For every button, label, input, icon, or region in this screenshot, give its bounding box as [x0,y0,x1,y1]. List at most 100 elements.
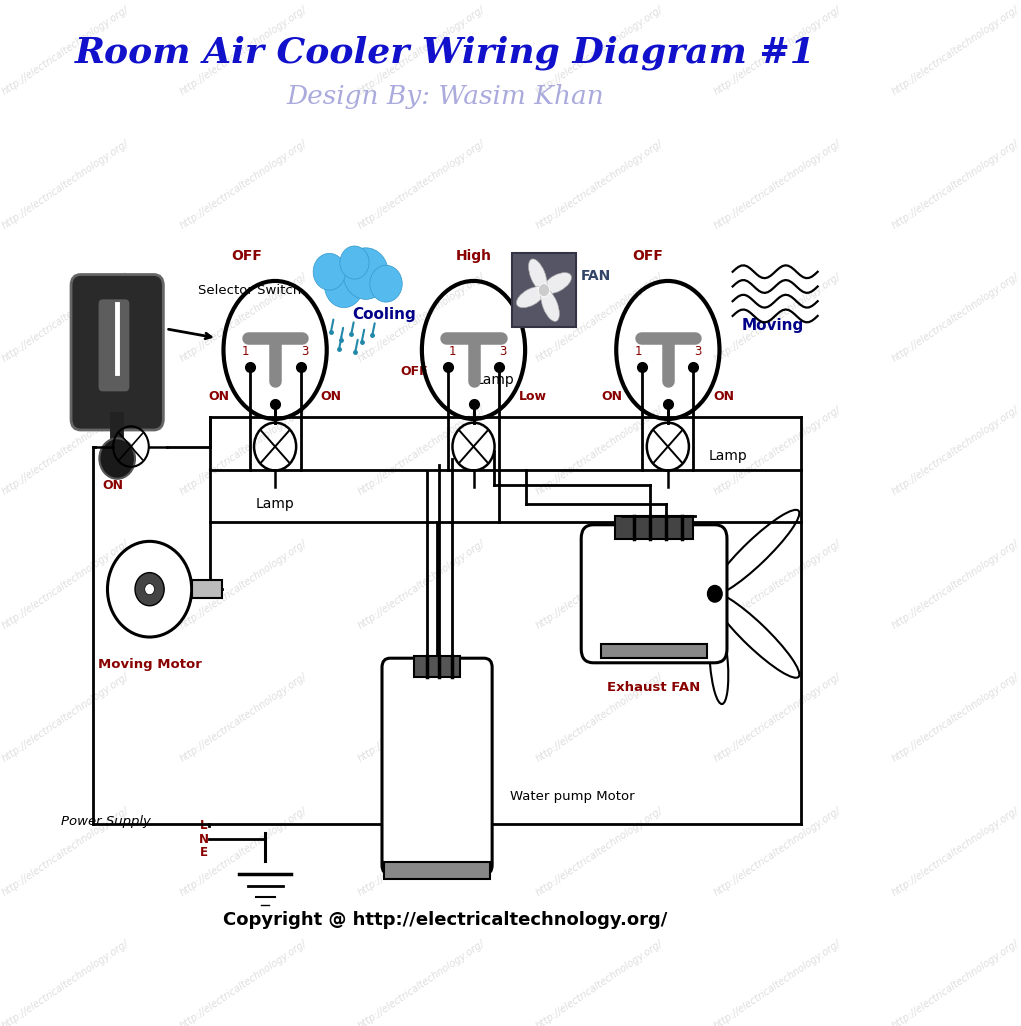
FancyBboxPatch shape [99,300,130,391]
Text: L: L [200,819,207,832]
Text: 1: 1 [635,345,642,358]
Text: http://electricaltechnology.org/: http://electricaltechnology.org/ [534,139,665,231]
Text: http://electricaltechnology.org/: http://electricaltechnology.org/ [890,139,1021,231]
Text: http://electricaltechnology.org/: http://electricaltechnology.org/ [890,539,1021,631]
Text: Cooling: Cooling [352,308,416,322]
Ellipse shape [712,510,799,595]
Text: 3: 3 [693,345,701,358]
Text: Lamp: Lamp [475,372,514,387]
Bar [415,657,459,676]
Text: OFF: OFF [632,248,663,263]
Text: http://electricaltechnology.org/: http://electricaltechnology.org/ [0,672,131,764]
Text: http://electricaltechnology.org/: http://electricaltechnology.org/ [356,805,487,898]
Text: http://electricaltechnology.org/: http://electricaltechnology.org/ [0,139,131,231]
Circle shape [340,246,369,279]
Text: http://electricaltechnology.org/: http://electricaltechnology.org/ [890,272,1021,364]
Text: Low: Low [520,390,547,403]
Bar [385,863,490,879]
Text: Selector Switch: Selector Switch [198,283,301,297]
Circle shape [313,253,345,290]
Circle shape [370,266,402,302]
FancyBboxPatch shape [71,275,163,430]
Text: http://electricaltechnology.org/: http://electricaltechnology.org/ [534,805,665,898]
Text: http://electricaltechnology.org/: http://electricaltechnology.org/ [534,4,665,97]
Text: http://electricaltechnology.org/: http://electricaltechnology.org/ [713,139,843,231]
Text: N: N [199,833,209,846]
Text: http://electricaltechnology.org/: http://electricaltechnology.org/ [890,805,1021,898]
Text: E: E [200,845,208,859]
Text: http://electricaltechnology.org/: http://electricaltechnology.org/ [356,405,487,498]
Text: http://electricaltechnology.org/: http://electricaltechnology.org/ [0,405,131,498]
Text: ON: ON [103,479,124,491]
Text: http://electricaltechnology.org/: http://electricaltechnology.org/ [713,272,843,364]
Text: Copyright @ http://electricaltechnology.org/: Copyright @ http://electricaltechnology.… [223,911,668,930]
Text: http://electricaltechnology.org/: http://electricaltechnology.org/ [356,939,487,1026]
Text: ON: ON [601,390,622,403]
Text: http://electricaltechnology.org/: http://electricaltechnology.org/ [0,805,131,898]
Ellipse shape [543,273,572,293]
Text: Moving: Moving [742,318,805,332]
Text: Lamp: Lamp [709,448,747,463]
Text: http://electricaltechnology.org/: http://electricaltechnology.org/ [890,4,1021,97]
Text: 2: 2 [664,377,672,390]
Text: http://electricaltechnology.org/: http://electricaltechnology.org/ [713,405,843,498]
Circle shape [135,573,164,605]
Text: http://electricaltechnology.org/: http://electricaltechnology.org/ [534,539,665,631]
Text: Room Air Cooler Wiring Diagram #1: Room Air Cooler Wiring Diagram #1 [75,36,816,70]
Ellipse shape [710,622,728,704]
Bar [192,580,223,598]
Text: http://electricaltechnology.org/: http://electricaltechnology.org/ [713,939,843,1026]
Circle shape [325,264,363,308]
Text: http://electricaltechnology.org/: http://electricaltechnology.org/ [890,405,1021,498]
Ellipse shape [712,593,799,678]
Text: http://electricaltechnology.org/: http://electricaltechnology.org/ [178,272,308,364]
Text: http://electricaltechnology.org/: http://electricaltechnology.org/ [713,805,843,898]
Text: http://electricaltechnology.org/: http://electricaltechnology.org/ [356,139,487,231]
Text: High: High [455,248,491,263]
Circle shape [99,438,135,479]
Text: http://electricaltechnology.org/: http://electricaltechnology.org/ [890,672,1021,764]
Text: http://electricaltechnology.org/: http://electricaltechnology.org/ [356,272,487,364]
Text: http://electricaltechnology.org/: http://electricaltechnology.org/ [356,672,487,764]
Text: OFF: OFF [232,248,262,263]
Text: Water pump Motor: Water pump Motor [509,790,635,802]
Text: Power Supply: Power Supply [60,815,150,828]
Text: http://electricaltechnology.org/: http://electricaltechnology.org/ [178,405,308,498]
Text: http://electricaltechnology.org/: http://electricaltechnology.org/ [0,539,131,631]
Text: http://electricaltechnology.org/: http://electricaltechnology.org/ [534,405,665,498]
Text: 3: 3 [301,345,308,358]
Circle shape [343,248,388,300]
Text: ON: ON [714,390,735,403]
FancyBboxPatch shape [382,659,492,874]
Circle shape [538,284,549,297]
Text: Moving Motor: Moving Motor [98,659,201,671]
Text: http://electricaltechnology.org/: http://electricaltechnology.org/ [178,539,308,631]
Text: ON: ON [321,390,342,403]
Ellipse shape [529,259,547,291]
Ellipse shape [517,286,545,308]
Text: FAN: FAN [580,270,611,283]
Text: http://electricaltechnology.org/: http://electricaltechnology.org/ [534,939,665,1026]
Text: http://electricaltechnology.org/: http://electricaltechnology.org/ [0,272,131,364]
Text: 1: 1 [449,345,456,358]
Text: http://electricaltechnology.org/: http://electricaltechnology.org/ [178,805,308,898]
Circle shape [145,584,154,595]
Text: http://electricaltechnology.org/: http://electricaltechnology.org/ [534,672,665,764]
Bar [601,644,707,659]
Text: 2: 2 [470,377,477,390]
Text: Lamp: Lamp [255,498,294,511]
Text: http://electricaltechnology.org/: http://electricaltechnology.org/ [890,939,1021,1026]
Text: http://electricaltechnology.org/: http://electricaltechnology.org/ [0,939,131,1026]
Text: http://electricaltechnology.org/: http://electricaltechnology.org/ [713,539,843,631]
Text: Design By: Wasim Khan: Design By: Wasim Khan [286,83,604,109]
Text: 3: 3 [499,345,506,358]
Text: http://electricaltechnology.org/: http://electricaltechnology.org/ [178,139,308,231]
Text: http://electricaltechnology.org/: http://electricaltechnology.org/ [0,4,131,97]
Text: http://electricaltechnology.org/: http://electricaltechnology.org/ [178,939,308,1026]
Circle shape [708,586,722,602]
Text: ON: ON [208,390,230,403]
Text: http://electricaltechnology.org/: http://electricaltechnology.org/ [356,539,487,631]
Text: 2: 2 [272,377,279,390]
Text: Exhaust FAN: Exhaust FAN [607,681,700,695]
Text: http://electricaltechnology.org/: http://electricaltechnology.org/ [713,4,843,97]
